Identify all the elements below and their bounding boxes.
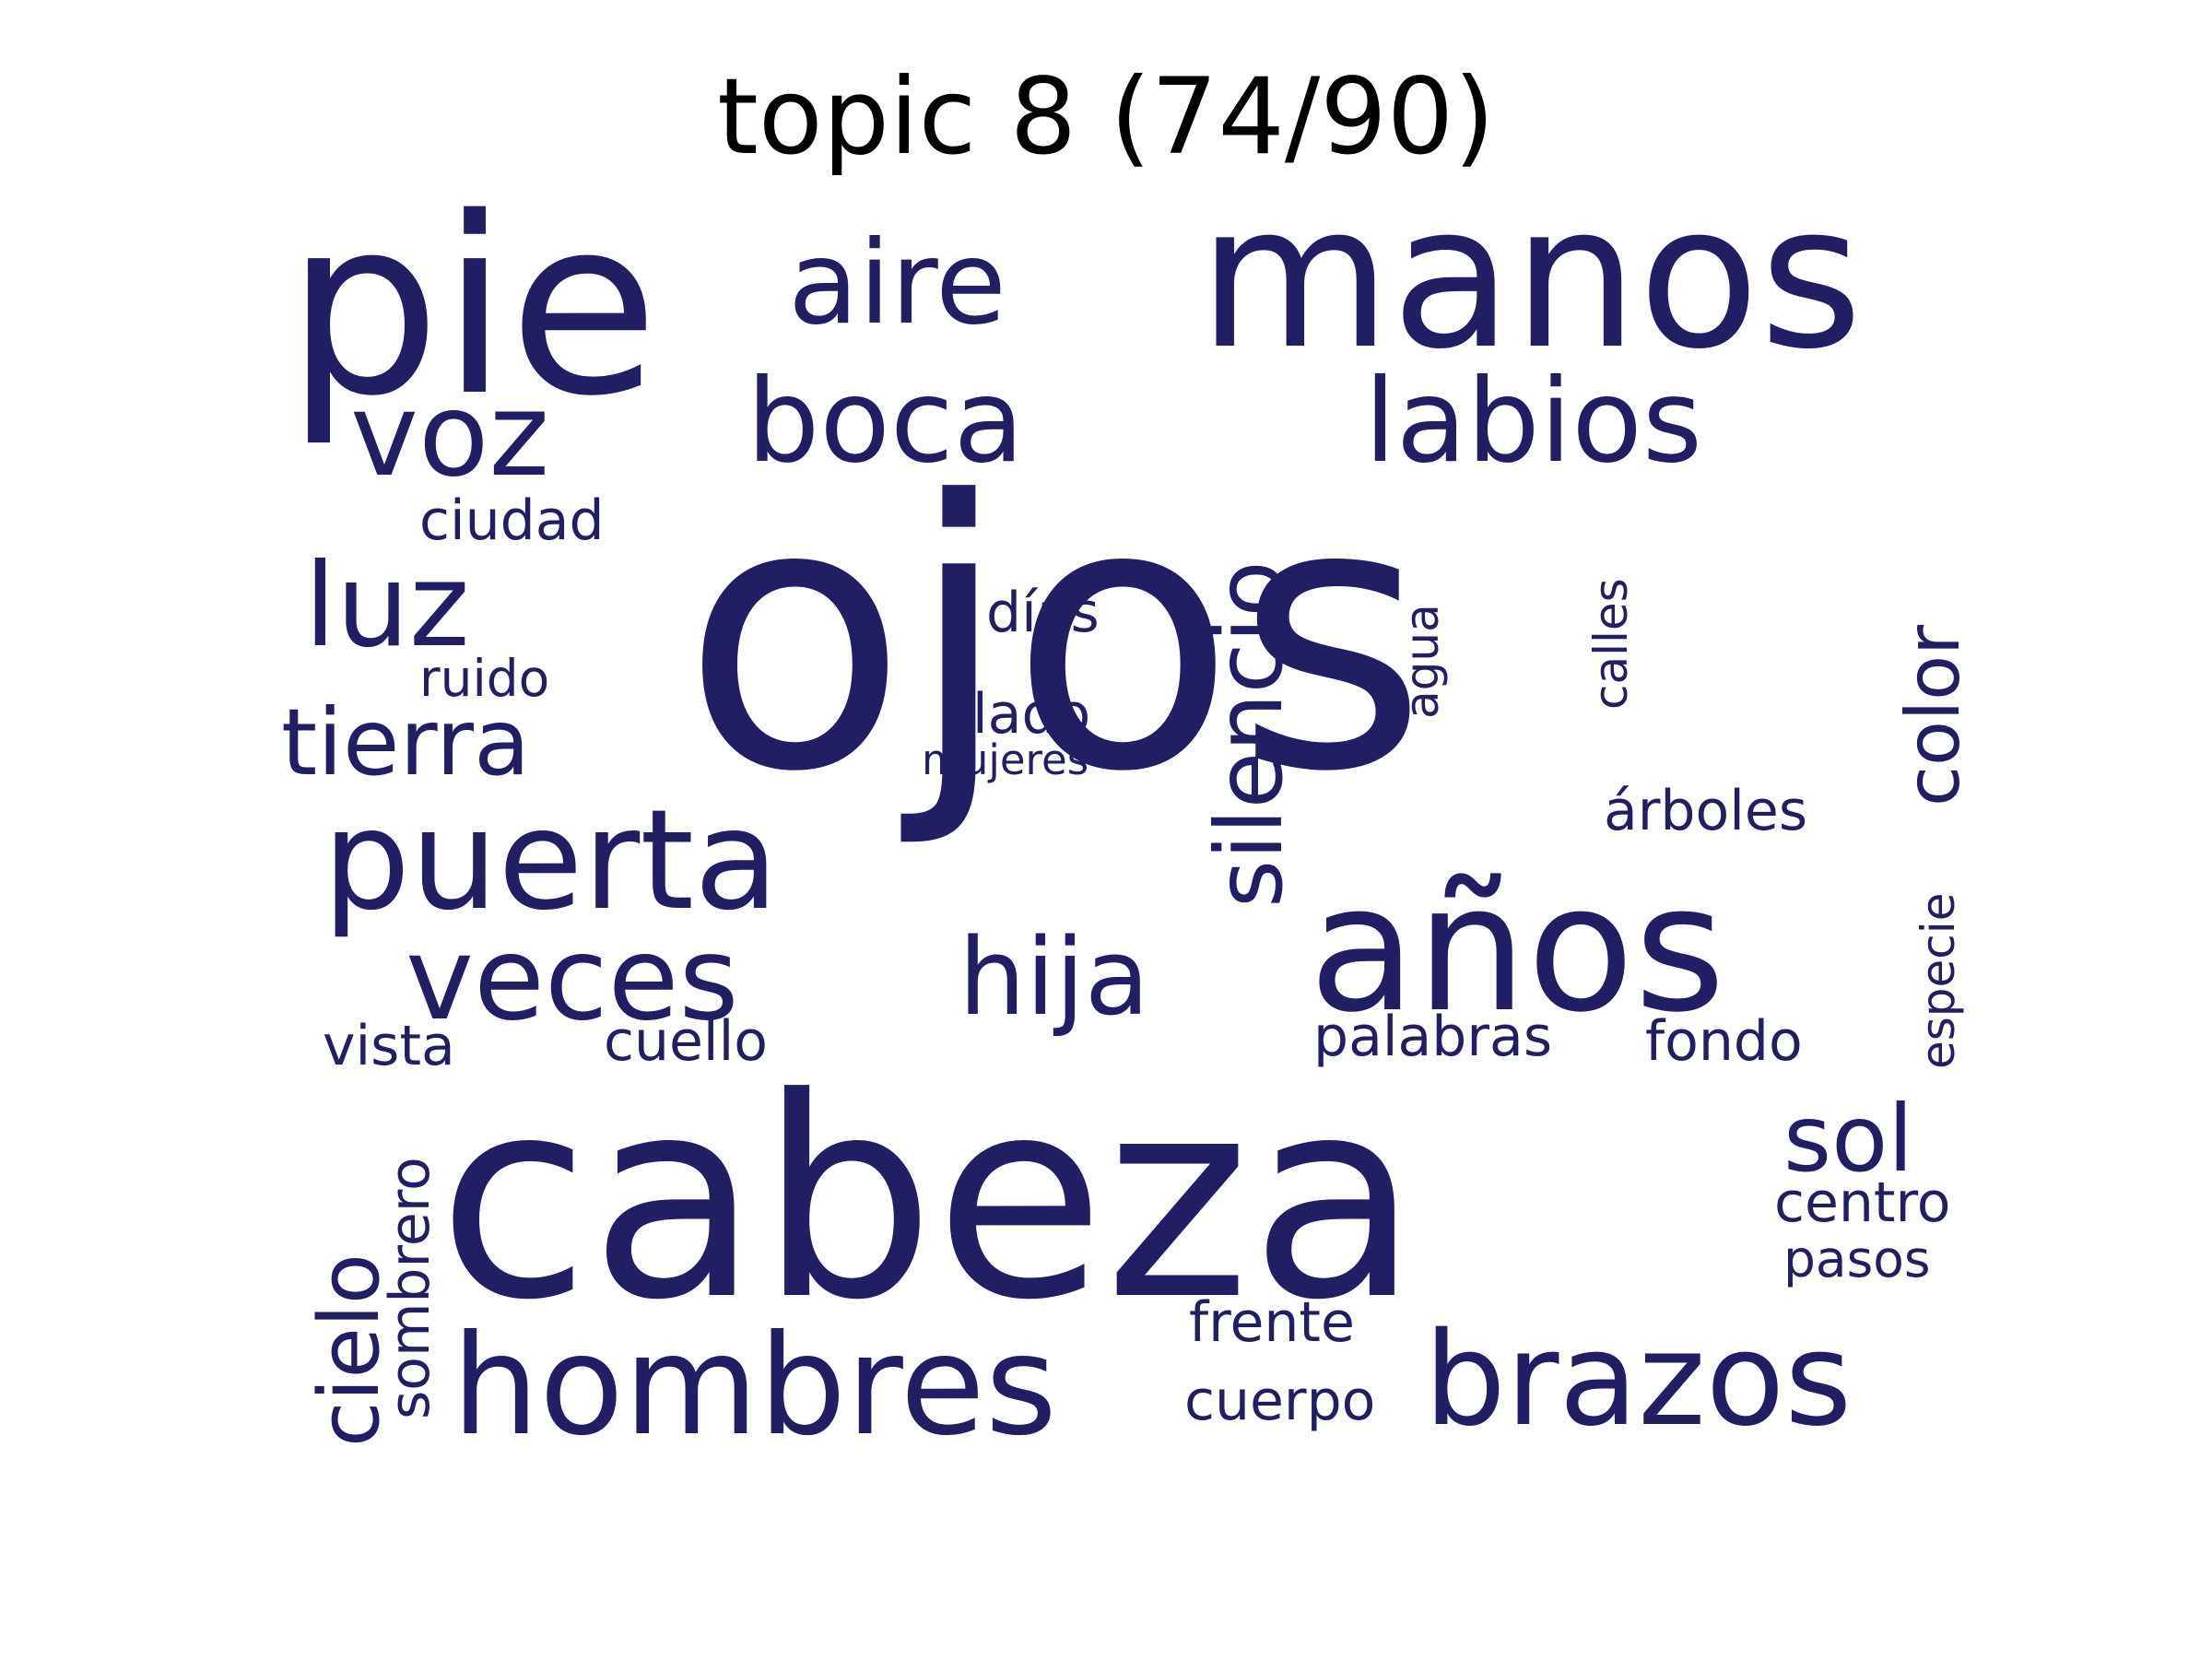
word-7: brazos xyxy=(1424,1305,1852,1455)
word-14: silencio xyxy=(1195,560,1303,908)
word-30: árboles xyxy=(1604,779,1807,843)
word-13: luz xyxy=(304,539,470,673)
word-10: labios xyxy=(1364,355,1702,488)
word-8: veces xyxy=(406,912,739,1046)
word-29: especie xyxy=(1912,893,1965,1069)
word-22: frente xyxy=(1189,1290,1355,1355)
figure-title: topic 8 (74/90) xyxy=(717,55,1495,178)
word-34: ruido xyxy=(419,649,549,708)
word-19: color xyxy=(1890,625,1976,806)
word-25: vista xyxy=(323,1014,455,1078)
word-21: cuerpo xyxy=(1184,1369,1375,1433)
word-11: aire xyxy=(788,217,1006,350)
word-20: sombrero xyxy=(378,1157,442,1419)
word-33: días xyxy=(986,581,1100,645)
word-37: mujeres xyxy=(922,735,1088,784)
word-15: hija xyxy=(959,916,1149,1040)
word-18: cielo xyxy=(301,1253,398,1447)
word-36: agua xyxy=(1395,604,1449,719)
word-6: puerta xyxy=(323,781,779,941)
word-2: manos xyxy=(1198,161,1863,393)
word-12: voz xyxy=(350,369,549,502)
word-17: sol xyxy=(1783,1085,1913,1193)
word-27: centro xyxy=(1774,1171,1951,1235)
word-4: años xyxy=(1309,847,1725,1051)
word-23: palabras xyxy=(1313,1005,1552,1069)
word-32: ciudad xyxy=(419,488,605,553)
word-16: tierra xyxy=(281,688,530,796)
word-24: cuello xyxy=(604,1009,768,1074)
word-5: hombres xyxy=(452,1306,1057,1466)
word-1: cabeza xyxy=(438,1039,1419,1360)
word-35: lado xyxy=(972,682,1090,747)
word-9: boca xyxy=(747,355,1024,488)
word-28: pasos xyxy=(1783,1230,1931,1288)
word-cloud-words: ojos cabeza manos pie años hombres puerta brazo… xyxy=(281,161,1976,1466)
word-31: calles xyxy=(1584,578,1638,710)
word-3: pie xyxy=(286,166,659,450)
word-0: ojos xyxy=(682,424,1428,853)
word-26: fondo xyxy=(1645,1009,1803,1074)
